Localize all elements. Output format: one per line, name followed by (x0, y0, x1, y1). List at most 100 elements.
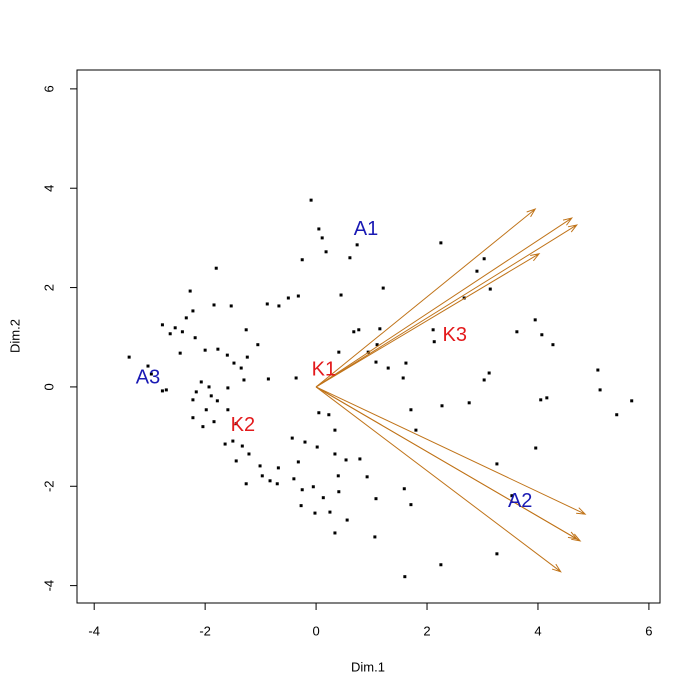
point (381, 286, 385, 290)
point (193, 336, 197, 340)
y-axis-label: Dim.2 (7, 319, 22, 353)
point (515, 330, 519, 334)
point (365, 475, 369, 479)
point (276, 466, 280, 470)
point (194, 390, 198, 394)
point (214, 266, 218, 270)
point (296, 294, 300, 298)
point (431, 328, 435, 332)
point (303, 440, 307, 444)
point (244, 328, 248, 332)
point (244, 482, 248, 486)
point (378, 327, 382, 331)
point (296, 460, 300, 464)
point (374, 497, 378, 501)
y-tick-label: -4 (41, 580, 56, 592)
point (333, 428, 337, 432)
arrow (315, 224, 579, 388)
point (275, 482, 279, 486)
point (231, 439, 235, 443)
y-tick-label: 4 (41, 185, 56, 192)
point (239, 366, 243, 370)
point (317, 411, 321, 415)
point (258, 464, 262, 468)
point (348, 256, 352, 260)
point (345, 518, 349, 522)
point (373, 535, 377, 539)
point (240, 444, 244, 448)
plot-box (76, 69, 661, 604)
point (242, 378, 246, 382)
point (309, 198, 313, 202)
point (467, 401, 471, 405)
point (414, 428, 418, 432)
point (315, 445, 319, 449)
point (160, 389, 164, 393)
point (191, 398, 195, 402)
y-tick-label: 6 (41, 85, 56, 92)
point (216, 347, 220, 351)
point (203, 348, 207, 352)
point (545, 396, 549, 400)
arrow (315, 217, 574, 388)
annotation: A3 (136, 366, 160, 388)
point (409, 408, 413, 412)
point (201, 425, 205, 429)
point (234, 459, 238, 463)
point (127, 355, 131, 359)
point (409, 503, 413, 507)
point (327, 413, 331, 417)
point (247, 452, 251, 456)
arrow (315, 386, 587, 515)
point (598, 388, 602, 392)
point (149, 372, 153, 376)
y-tick-label: -2 (41, 480, 56, 492)
point (146, 364, 150, 368)
arrow (315, 386, 562, 573)
point (482, 378, 486, 382)
point (510, 494, 514, 498)
point (245, 355, 249, 359)
point (199, 380, 203, 384)
arrow (315, 208, 537, 388)
point (337, 350, 341, 354)
point (615, 413, 619, 417)
point (596, 368, 600, 372)
x-tick-label: -2 (199, 623, 211, 638)
point (374, 360, 378, 364)
point (328, 510, 332, 514)
point (300, 258, 304, 262)
point (333, 452, 337, 456)
point (268, 479, 272, 483)
annotation: K3 (443, 324, 467, 346)
arrow (315, 253, 541, 388)
point (321, 496, 325, 500)
point (180, 330, 184, 334)
point (336, 474, 340, 478)
point (277, 304, 281, 308)
point (440, 404, 444, 408)
y-tick-label: 2 (41, 284, 56, 291)
point (439, 241, 443, 245)
point (404, 361, 408, 365)
point (188, 289, 192, 293)
point (209, 394, 213, 398)
point (232, 361, 236, 365)
point (317, 227, 321, 231)
point (401, 376, 405, 380)
point (178, 351, 182, 355)
point (266, 377, 270, 381)
point (226, 386, 230, 390)
point (432, 340, 436, 344)
point (168, 332, 172, 336)
point (212, 303, 216, 307)
point (539, 398, 543, 402)
point (402, 487, 406, 491)
point (352, 330, 356, 334)
point (475, 269, 479, 273)
point (488, 287, 492, 291)
x-tick-label: 0 (312, 623, 319, 638)
annotation: K1 (312, 358, 336, 380)
point (344, 458, 348, 462)
point (294, 376, 298, 380)
